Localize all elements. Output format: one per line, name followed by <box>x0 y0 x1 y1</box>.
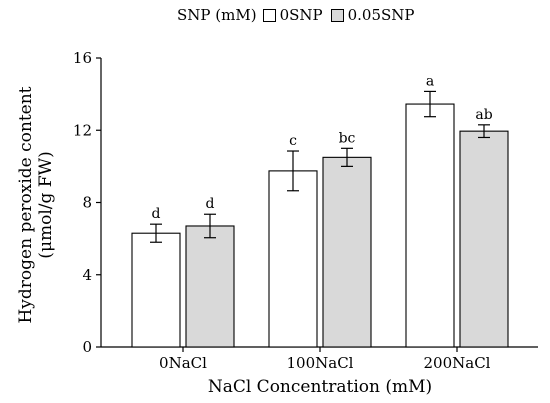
legend-swatch-0snp <box>262 8 276 22</box>
y-axis-title-line1: Hydrogen peroxide content <box>16 86 36 323</box>
bar-0.05SNP-0NaCl <box>185 225 235 348</box>
chart-marks: 0 4 8 12 16 0NaCl d d 100NaCl c bc 200NaCl a ab <box>73 49 509 372</box>
y-tick-label-4: 4 <box>82 266 92 284</box>
legend-title: SNP (mM) <box>177 6 257 24</box>
y-tick-label-12: 12 <box>73 121 92 139</box>
bar-0SNP-0NaCl <box>131 232 181 348</box>
bar-0SNP-200NaCl <box>405 103 455 348</box>
sig-label-0SNP-100NaCl: c <box>289 133 297 149</box>
legend: SNP (mM) 0SNP 0.05SNP <box>177 3 423 27</box>
y-tick-label-16: 16 <box>73 49 92 67</box>
sig-label-0SNP-200NaCl: a <box>426 73 434 89</box>
x-tick-label-100NaCl: 100NaCl <box>287 354 354 372</box>
bar-0SNP-100NaCl <box>268 170 318 348</box>
y-tick-label-8: 8 <box>82 194 92 212</box>
legend-label-005snp: 0.05SNP <box>347 6 415 24</box>
x-axis-title: NaCl Concentration (mM) <box>208 377 432 397</box>
x-tick-label-0NaCl: 0NaCl <box>159 354 207 372</box>
y-tick-label-0: 0 <box>82 338 92 356</box>
legend-label-0snp: 0SNP <box>279 6 323 24</box>
legend-item-0snp: 0SNP <box>262 6 323 24</box>
bar-0.05SNP-200NaCl <box>459 130 509 348</box>
bar-0.05SNP-100NaCl <box>322 156 372 348</box>
sig-label-0.05SNP-200NaCl: ab <box>475 107 492 123</box>
sig-label-0.05SNP-0NaCl: d <box>206 196 215 212</box>
y-axis-title-line2: (μmol/g FW) <box>36 151 56 258</box>
sig-label-0SNP-0NaCl: d <box>152 206 161 222</box>
legend-item-005snp: 0.05SNP <box>330 6 415 24</box>
sig-label-0.05SNP-100NaCl: bc <box>339 130 356 146</box>
legend-swatch-005snp <box>330 8 344 22</box>
x-tick-label-200NaCl: 200NaCl <box>424 354 491 372</box>
